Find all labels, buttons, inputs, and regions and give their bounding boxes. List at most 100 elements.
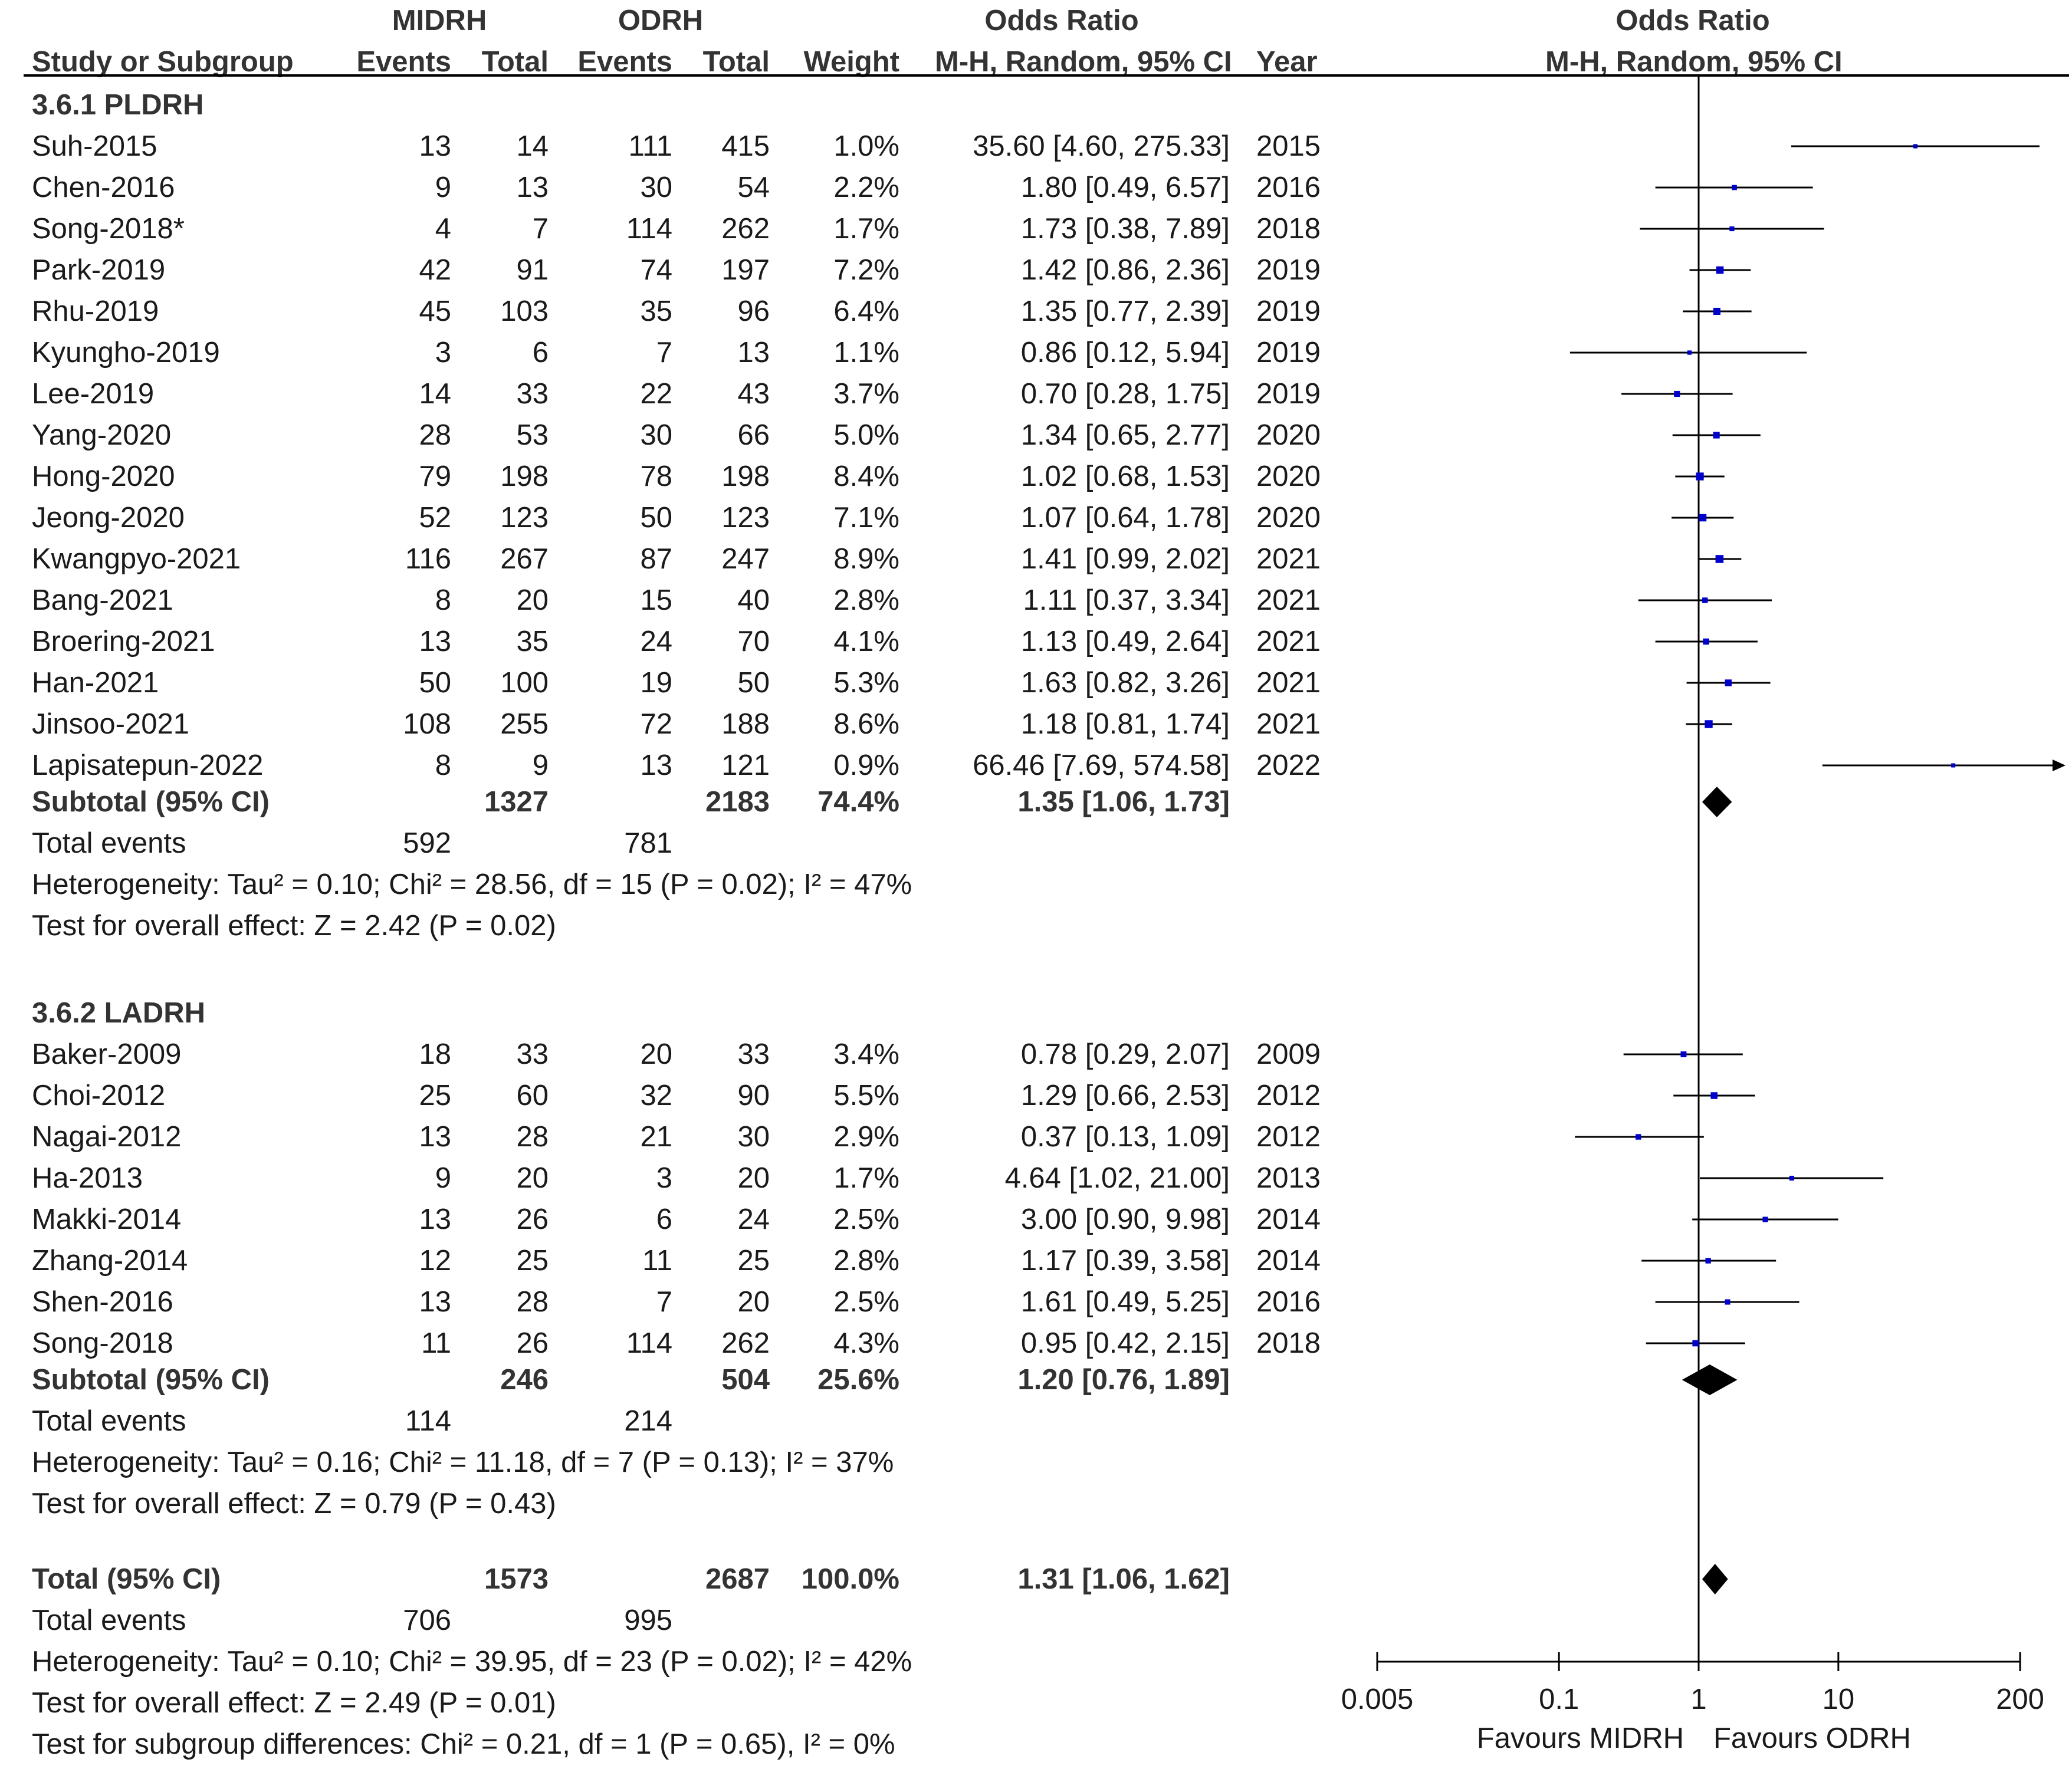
- events1-cell: 116: [405, 543, 451, 575]
- events2-cell: 50: [640, 502, 672, 534]
- ci-cell: 0.37 [0.13, 1.09]: [1020, 1121, 1230, 1153]
- total1-cell: 123: [500, 502, 549, 534]
- study-name: Yang-2020: [32, 419, 172, 451]
- total2-cell: 262: [721, 213, 770, 245]
- point-estimate: [1703, 638, 1709, 645]
- total1-cell: 13: [516, 172, 549, 203]
- weight-cell: 0.9%: [833, 749, 899, 781]
- total2-cell: 66: [737, 419, 770, 451]
- study-name: Jinsoo-2021: [32, 708, 189, 740]
- study-name: Shen-2016: [32, 1286, 173, 1318]
- events2-cell: 30: [640, 419, 672, 451]
- weight-cell: 7.1%: [833, 502, 899, 534]
- ci-cell: 3.00 [0.90, 9.98]: [1020, 1204, 1230, 1235]
- x-tick-label: 0.1: [1539, 1683, 1579, 1715]
- events2-cell: 72: [640, 708, 672, 740]
- ci-cell: 66.46 [7.69, 574.58]: [973, 749, 1230, 781]
- total1-cell: 28: [516, 1121, 549, 1153]
- year-cell: 2018: [1256, 213, 1321, 245]
- weight-cell: 8.4%: [833, 461, 899, 492]
- total1-cell: 267: [500, 543, 549, 575]
- total1-cell: 60: [516, 1080, 549, 1112]
- subgroup-title: 3.6.1 PLDRH: [32, 89, 204, 121]
- events2-cell: 20: [640, 1038, 672, 1070]
- year-cell: 2021: [1256, 584, 1321, 616]
- weight-cell: 3.4%: [833, 1038, 899, 1070]
- events2-cell: 7: [656, 337, 672, 369]
- subtotal-weight: 74.4%: [817, 786, 899, 818]
- total1-cell: 20: [516, 584, 549, 616]
- year-cell: 2020: [1256, 461, 1321, 492]
- pooled-diamond: [1702, 1564, 1728, 1594]
- total-events-label: Total events: [32, 1405, 186, 1437]
- events2-cell: 87: [640, 543, 672, 575]
- subtotal-total1: 246: [500, 1364, 549, 1396]
- study-name: Rhu-2019: [32, 295, 159, 327]
- point-estimate: [1715, 555, 1724, 563]
- events1-cell: 42: [419, 254, 451, 286]
- study-name: Han-2021: [32, 667, 159, 699]
- point-estimate: [1951, 763, 1956, 768]
- weight-cell: 1.7%: [833, 1162, 899, 1194]
- events1-cell: 13: [419, 626, 451, 657]
- favours-right-label: Favours ODRH: [1713, 1722, 1911, 1754]
- total1-cell: 33: [516, 1038, 549, 1070]
- point-estimate: [1789, 1175, 1794, 1181]
- total1-cell: 25: [516, 1245, 549, 1277]
- total2-cell: 20: [737, 1162, 770, 1194]
- events2-cell: 114: [626, 213, 672, 245]
- year-cell: 2012: [1256, 1080, 1321, 1112]
- heterogeneity-text: Heterogeneity: Tau² = 0.10; Chi² = 28.56…: [32, 869, 912, 900]
- ci-cell: 1.11 [0.37, 3.34]: [1023, 584, 1230, 616]
- total2-cell: 40: [737, 584, 770, 616]
- events2-cell: 35: [640, 295, 672, 327]
- heterogeneity-text: Heterogeneity: Tau² = 0.10; Chi² = 39.95…: [32, 1646, 912, 1678]
- study-name: Makki-2014: [32, 1204, 182, 1235]
- subtotal-total2: 504: [721, 1364, 770, 1396]
- events2-cell: 6: [656, 1204, 672, 1235]
- ci-cell: 1.02 [0.68, 1.53]: [1020, 461, 1230, 492]
- events2-cell: 32: [640, 1080, 672, 1112]
- ci-cell: 4.64 [1.02, 21.00]: [1004, 1162, 1230, 1194]
- events1-cell: 13: [419, 1121, 451, 1153]
- point-estimate: [1729, 226, 1735, 232]
- total2-cell: 198: [721, 461, 770, 492]
- total1-header: Total: [481, 46, 549, 78]
- overall-effect-text: Test for overall effect: Z = 2.49 (P = 0…: [32, 1687, 556, 1719]
- ci-cell: 1.41 [0.99, 2.02]: [1020, 543, 1230, 575]
- ci-cell: 0.70 [0.28, 1.75]: [1020, 378, 1230, 410]
- events2-cell: 74: [640, 254, 672, 286]
- events2-cell: 13: [640, 749, 672, 781]
- weight-cell: 1.1%: [833, 337, 899, 369]
- events2-cell: 3: [656, 1162, 672, 1194]
- point-estimate: [1710, 1092, 1718, 1099]
- study-name: Zhang-2014: [32, 1245, 188, 1277]
- events2-cell: 21: [640, 1121, 672, 1153]
- study-name: Chen-2016: [32, 172, 175, 203]
- events1-header: Events: [356, 46, 451, 78]
- point-estimate: [1692, 1340, 1699, 1347]
- events1-cell: 8: [435, 749, 451, 781]
- ci-cell: 0.86 [0.12, 5.94]: [1020, 337, 1230, 369]
- weight-cell: 4.3%: [833, 1327, 899, 1359]
- study-name: Bang-2021: [32, 584, 173, 616]
- study-name: Broering-2021: [32, 626, 215, 657]
- year-cell: 2016: [1256, 172, 1321, 203]
- events2-cell: 11: [642, 1245, 672, 1277]
- study-name: Kwangpyo-2021: [32, 543, 241, 575]
- study-name: Hong-2020: [32, 461, 175, 492]
- ci-cell: 1.18 [0.81, 1.74]: [1020, 708, 1230, 740]
- ci-cell: 1.63 [0.82, 3.26]: [1020, 667, 1230, 699]
- total2-cell: 25: [737, 1245, 770, 1277]
- ci-cell: 1.80 [0.49, 6.57]: [1020, 172, 1230, 203]
- study-name: Suh-2015: [32, 130, 157, 162]
- events1-cell: 18: [419, 1038, 451, 1070]
- year-cell: 2019: [1256, 295, 1321, 327]
- method-header: M-H, Random, 95% CI: [935, 46, 1232, 78]
- point-estimate: [1732, 185, 1737, 190]
- total1-cell: 7: [532, 213, 549, 245]
- weight-cell: 7.2%: [833, 254, 899, 286]
- events1-cell: 13: [419, 1286, 451, 1318]
- point-estimate: [1716, 266, 1724, 274]
- ci-cell: 1.73 [0.38, 7.89]: [1020, 213, 1230, 245]
